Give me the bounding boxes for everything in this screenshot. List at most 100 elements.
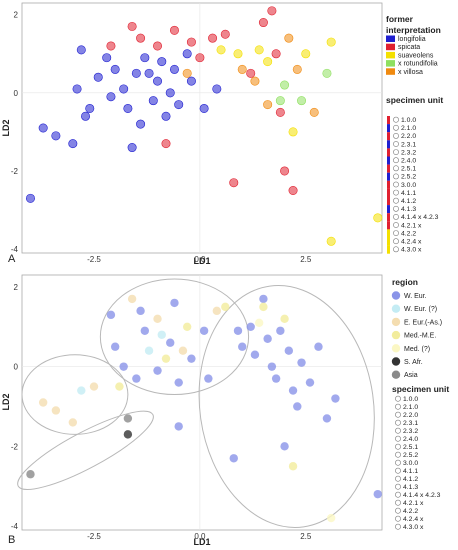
legend-swatch bbox=[391, 370, 401, 379]
data-point bbox=[331, 394, 340, 403]
data-point bbox=[373, 489, 382, 499]
data-point bbox=[102, 53, 112, 63]
legend-unit-label: 2.1.0 bbox=[403, 404, 418, 411]
legend-unit-symbol bbox=[395, 443, 401, 450]
data-point bbox=[123, 430, 133, 439]
data-point bbox=[284, 33, 294, 43]
legend-swatch bbox=[391, 317, 401, 327]
data-point bbox=[186, 37, 196, 47]
panel-b-ellipses bbox=[17, 278, 375, 528]
data-point bbox=[182, 49, 192, 59]
y-tick-label: -4 bbox=[11, 245, 19, 254]
legend-unit-label: 2.3.2 bbox=[401, 149, 416, 156]
legend-unit-symbol bbox=[395, 507, 401, 514]
legend-unit-symbol bbox=[395, 459, 401, 466]
legend-unit-label: 4.1.3 bbox=[403, 484, 418, 491]
legend-unit-label: 4.2.4 x bbox=[403, 516, 424, 523]
legend-unit-label: 4.1.3 bbox=[401, 206, 416, 213]
data-point bbox=[186, 76, 196, 86]
data-point bbox=[259, 302, 268, 312]
legend-unit-bar bbox=[387, 140, 390, 149]
legend-unit-label: 2.3.1 bbox=[403, 420, 418, 427]
data-point bbox=[305, 378, 315, 387]
legend-unit-label: 4.2.2 bbox=[401, 230, 416, 237]
legend-unit-label: 2.1.0 bbox=[401, 125, 416, 132]
data-point bbox=[148, 96, 158, 106]
y-tick-label: 0 bbox=[14, 89, 19, 98]
data-point bbox=[280, 80, 290, 90]
data-point bbox=[123, 414, 133, 423]
legend-unit-label: 4.3.0 x bbox=[403, 524, 424, 531]
data-point bbox=[212, 84, 222, 94]
data-point bbox=[208, 33, 218, 43]
data-point bbox=[280, 166, 290, 176]
legend-swatch bbox=[391, 304, 401, 313]
data-point bbox=[153, 41, 163, 51]
data-point bbox=[254, 45, 264, 55]
data-point bbox=[233, 326, 243, 335]
legend-unit-label: 2.5.1 bbox=[403, 444, 418, 451]
legend-swatch bbox=[391, 344, 401, 353]
legend-swatch bbox=[386, 68, 395, 75]
legend-unit-label: 2.2.0 bbox=[401, 133, 416, 140]
legend-unit-symbol bbox=[395, 515, 401, 522]
legend-unit-bar bbox=[387, 116, 390, 125]
x-tick-label: 0.0 bbox=[194, 532, 206, 541]
data-point bbox=[38, 123, 48, 133]
data-point bbox=[165, 88, 175, 98]
legend-label: suaveolens bbox=[398, 52, 434, 59]
data-point bbox=[229, 178, 239, 188]
legend-b-title: region bbox=[392, 277, 418, 287]
legend-unit-bar bbox=[387, 229, 390, 238]
legend-unit-symbol bbox=[393, 238, 399, 245]
data-point bbox=[26, 470, 35, 479]
data-point bbox=[174, 100, 184, 110]
data-point bbox=[280, 314, 289, 324]
legend-a-title-line2: interpretation bbox=[386, 25, 441, 35]
data-point bbox=[81, 111, 91, 121]
legend-unit-label: 4.1.2 bbox=[403, 476, 418, 483]
x-tick-label: 0.0 bbox=[194, 255, 206, 264]
panel-b-legend-units: specimen unit 1.0.02.1.02.2.02.3.12.3.22… bbox=[392, 384, 449, 531]
legend-unit-bar bbox=[387, 180, 390, 189]
x-tick-label: -2.5 bbox=[87, 255, 101, 264]
legend-unit-bar bbox=[387, 237, 390, 246]
data-point bbox=[293, 402, 302, 411]
data-point bbox=[51, 406, 61, 415]
data-point bbox=[161, 354, 171, 363]
data-point bbox=[110, 64, 120, 74]
legend-unit-symbol bbox=[393, 230, 399, 236]
x-tick-label: 2.5 bbox=[300, 255, 312, 264]
legend-unit-symbol bbox=[395, 419, 401, 426]
data-point bbox=[153, 76, 163, 86]
data-point bbox=[131, 68, 141, 78]
panel-b-y-ticks: 2 0 -2 -4 bbox=[11, 283, 19, 531]
data-point bbox=[166, 338, 175, 347]
group-ellipse bbox=[99, 278, 250, 396]
panel-b: 2 0 -2 -4 -2.5 0.0 2.5 B LD1 LD2 region W. Eu… bbox=[1, 274, 449, 547]
legend-unit-bar bbox=[387, 221, 390, 230]
legend-unit-symbol bbox=[395, 467, 401, 474]
data-point bbox=[258, 18, 268, 28]
legend-unit-symbol bbox=[395, 435, 401, 442]
data-point bbox=[297, 358, 306, 367]
data-point bbox=[127, 294, 137, 304]
legend-unit-label: 2.4.0 bbox=[401, 158, 416, 165]
legend-unit-symbol bbox=[393, 213, 399, 220]
legend-unit-label: 4.2.2 bbox=[403, 508, 418, 515]
data-point bbox=[221, 302, 230, 312]
legend-unit-symbol bbox=[393, 124, 399, 131]
legend-label: S. Afr. bbox=[404, 359, 423, 366]
data-point bbox=[314, 342, 323, 351]
data-point bbox=[119, 84, 129, 94]
data-point bbox=[267, 362, 277, 371]
data-point bbox=[199, 103, 209, 113]
y-tick-label: 2 bbox=[14, 283, 19, 292]
data-point bbox=[199, 326, 209, 335]
data-point bbox=[373, 213, 383, 223]
legend-label: x rotundifolia bbox=[398, 61, 438, 68]
data-point bbox=[106, 92, 116, 102]
legend-unit-label: 2.4.0 bbox=[403, 436, 418, 443]
data-point bbox=[51, 131, 61, 141]
